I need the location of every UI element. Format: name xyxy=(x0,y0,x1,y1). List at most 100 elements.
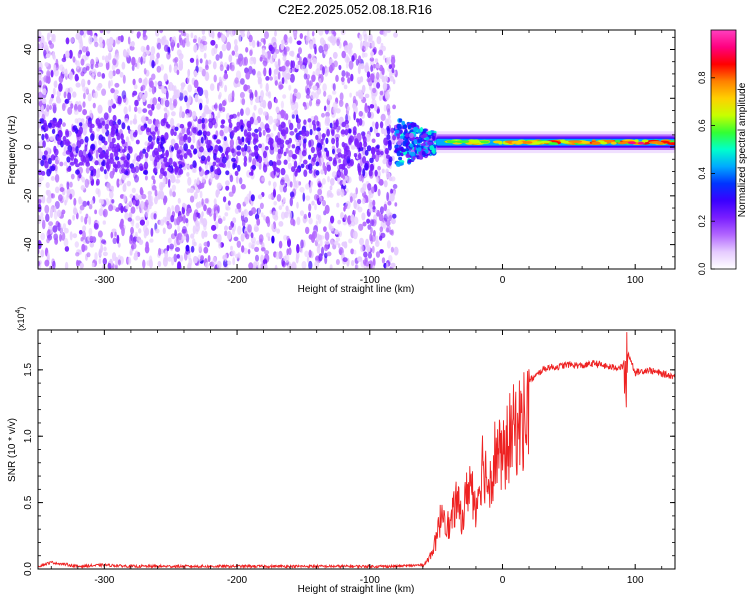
spectrogram-cell xyxy=(149,53,155,62)
spectrogram-cell xyxy=(385,93,390,99)
spectrogram-cell xyxy=(348,238,353,244)
spectrogram-cell xyxy=(308,260,313,269)
spectrogram-cell xyxy=(158,174,163,180)
spectrogram-cell xyxy=(247,224,252,233)
spectrogram-cell xyxy=(140,84,146,91)
spectrogram-cell xyxy=(362,30,367,37)
spectrogram-cell xyxy=(240,233,245,242)
spectrogram-cell xyxy=(375,63,381,69)
spectrogram-cell xyxy=(294,170,298,177)
spectrogram-cell xyxy=(176,254,180,259)
spectrogram-cell xyxy=(222,216,226,222)
x-tick-label: 0 xyxy=(500,275,506,286)
spectrogram-cell xyxy=(308,121,313,129)
spectrogram-cell xyxy=(177,261,182,269)
spectrogram-cell xyxy=(217,82,220,92)
spectrogram-cell xyxy=(280,43,285,51)
spectrogram-cell xyxy=(387,200,392,206)
spectrogram-cell xyxy=(82,101,86,108)
spectrogram-cell xyxy=(154,126,159,132)
spectrogram-cell xyxy=(386,172,391,179)
spectrogram-cell xyxy=(300,239,304,249)
spectrogram-cell xyxy=(95,118,101,125)
spectrogram-cell xyxy=(255,240,261,246)
spectrogram-cell xyxy=(370,50,374,59)
spectrogram-cell xyxy=(362,259,367,265)
spectrogram-cell xyxy=(383,137,388,146)
spectrogram-cell xyxy=(280,179,285,186)
spectrogram-cell xyxy=(263,38,266,45)
spectrogram-cell xyxy=(224,230,228,237)
figure-title: C2E2.2025.052.08.18.R16 xyxy=(278,2,432,17)
spectrogram-cell xyxy=(317,188,323,196)
spectrogram-cell xyxy=(38,217,42,224)
spectrogram-cell xyxy=(187,252,191,260)
spectrogram-cell xyxy=(52,260,56,269)
spectrogram-cell xyxy=(85,167,90,174)
spectrogram-cell xyxy=(156,52,160,59)
spectrogram-cell xyxy=(203,150,208,157)
spectrogram-cell xyxy=(351,260,355,267)
spectrogram-cell xyxy=(83,86,89,95)
spectrogram-cell xyxy=(175,179,181,184)
spectrogram-cell xyxy=(386,191,389,202)
spectrogram-cell xyxy=(142,259,146,269)
spectrogram-cell xyxy=(348,48,353,57)
spectrogram-cell xyxy=(337,243,341,249)
spectrogram-cell xyxy=(289,197,293,207)
spectrogram-cell xyxy=(318,45,324,54)
spectrogram-cell xyxy=(235,175,239,184)
spectrogram-cell xyxy=(113,123,119,130)
spectrogram-cell xyxy=(245,72,251,80)
spectrogram-cell xyxy=(190,233,195,239)
spectrogram-cell xyxy=(319,238,323,247)
spectrogram-cell xyxy=(392,213,397,219)
spectrogram-cell xyxy=(221,43,227,52)
spectrogram-cell xyxy=(62,223,67,230)
spectrogram-cell xyxy=(97,71,102,78)
spectrogram-cell xyxy=(322,199,326,207)
spectrogram-cell xyxy=(332,148,335,155)
spectrogram-cell xyxy=(232,257,236,266)
spectrogram-cell xyxy=(222,156,227,164)
spectrogram-cell xyxy=(39,40,43,50)
spectrogram-cell xyxy=(235,138,239,147)
spectrogram-cell xyxy=(369,163,375,172)
spectrogram-cell xyxy=(49,42,55,49)
spectrogram-cell xyxy=(278,240,283,249)
spectrogram-cell xyxy=(103,112,109,120)
spectrogram-cell xyxy=(159,30,164,34)
spectrogram-cell xyxy=(228,118,232,124)
spectrogram-cell xyxy=(346,176,352,184)
spectrogram-cell xyxy=(348,60,354,70)
spectrogram-cell xyxy=(203,223,207,231)
y-tick-label: 0.5 xyxy=(23,495,34,509)
spectrogram-cell xyxy=(290,60,293,70)
spectrogram-cell xyxy=(224,84,228,93)
spectrogram-cell xyxy=(90,58,95,67)
spectrogram-cell xyxy=(212,61,217,70)
spectrogram-cell xyxy=(312,37,316,46)
spectrogram-cell xyxy=(298,135,302,141)
spectrogram-cell xyxy=(147,190,152,196)
spectrogram-cell xyxy=(147,135,153,143)
spectrogram-cell xyxy=(142,108,148,113)
spectrogram-cell xyxy=(117,119,122,125)
spectrogram-cell xyxy=(177,232,183,241)
spectrogram-cell xyxy=(340,212,344,220)
spectrogram-cell xyxy=(80,118,85,124)
spectrogram-cell xyxy=(315,101,320,107)
spectrogram-cell xyxy=(107,262,112,269)
snr-ylabel: SNR (10 * v/v) xyxy=(7,418,18,482)
spectrogram-cell xyxy=(121,90,127,100)
spectrogram-cell xyxy=(182,226,187,234)
spectrogram-cell xyxy=(68,71,74,81)
spectrogram-cell xyxy=(201,35,207,42)
spectrogram-cell xyxy=(135,231,138,237)
y-tick-label: 20 xyxy=(23,92,34,104)
spectrogram-cell xyxy=(123,106,128,115)
spectrogram-cell xyxy=(40,159,45,167)
spectrogram-cell xyxy=(173,142,179,151)
spectrogram-cell xyxy=(267,100,272,110)
spectrogram-cell xyxy=(45,133,49,140)
